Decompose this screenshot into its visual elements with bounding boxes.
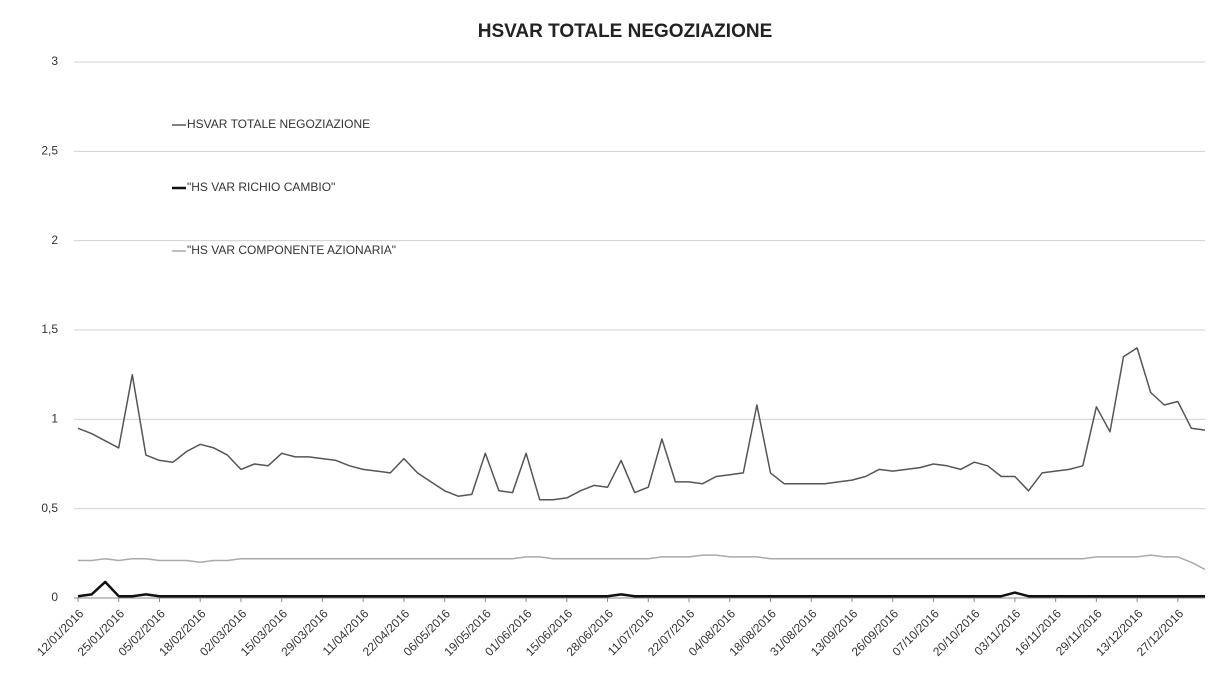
legend-label: "HS VAR COMPONENTE AZIONARIA" — [187, 243, 396, 257]
y-tick-label: 3 — [51, 54, 58, 68]
y-tick-label: 2,5 — [41, 144, 58, 158]
y-tick-label: 1,5 — [41, 322, 58, 336]
series-line — [78, 554, 1206, 571]
series-line — [77, 580, 1205, 598]
series-line — [77, 347, 1206, 501]
y-tick-label: 2 — [51, 233, 58, 247]
y-tick-label: 1 — [51, 412, 58, 426]
y-tick-label: 0,5 — [41, 501, 58, 515]
legend-label: HSVAR TOTALE NEGOZIAZIONE — [187, 117, 370, 131]
legend-label: "HS VAR RICHIO CAMBIO" — [187, 180, 335, 194]
y-tick-label: 0 — [51, 590, 58, 604]
chart-title: HSVAR TOTALE NEGOZIAZIONE — [478, 21, 773, 42]
